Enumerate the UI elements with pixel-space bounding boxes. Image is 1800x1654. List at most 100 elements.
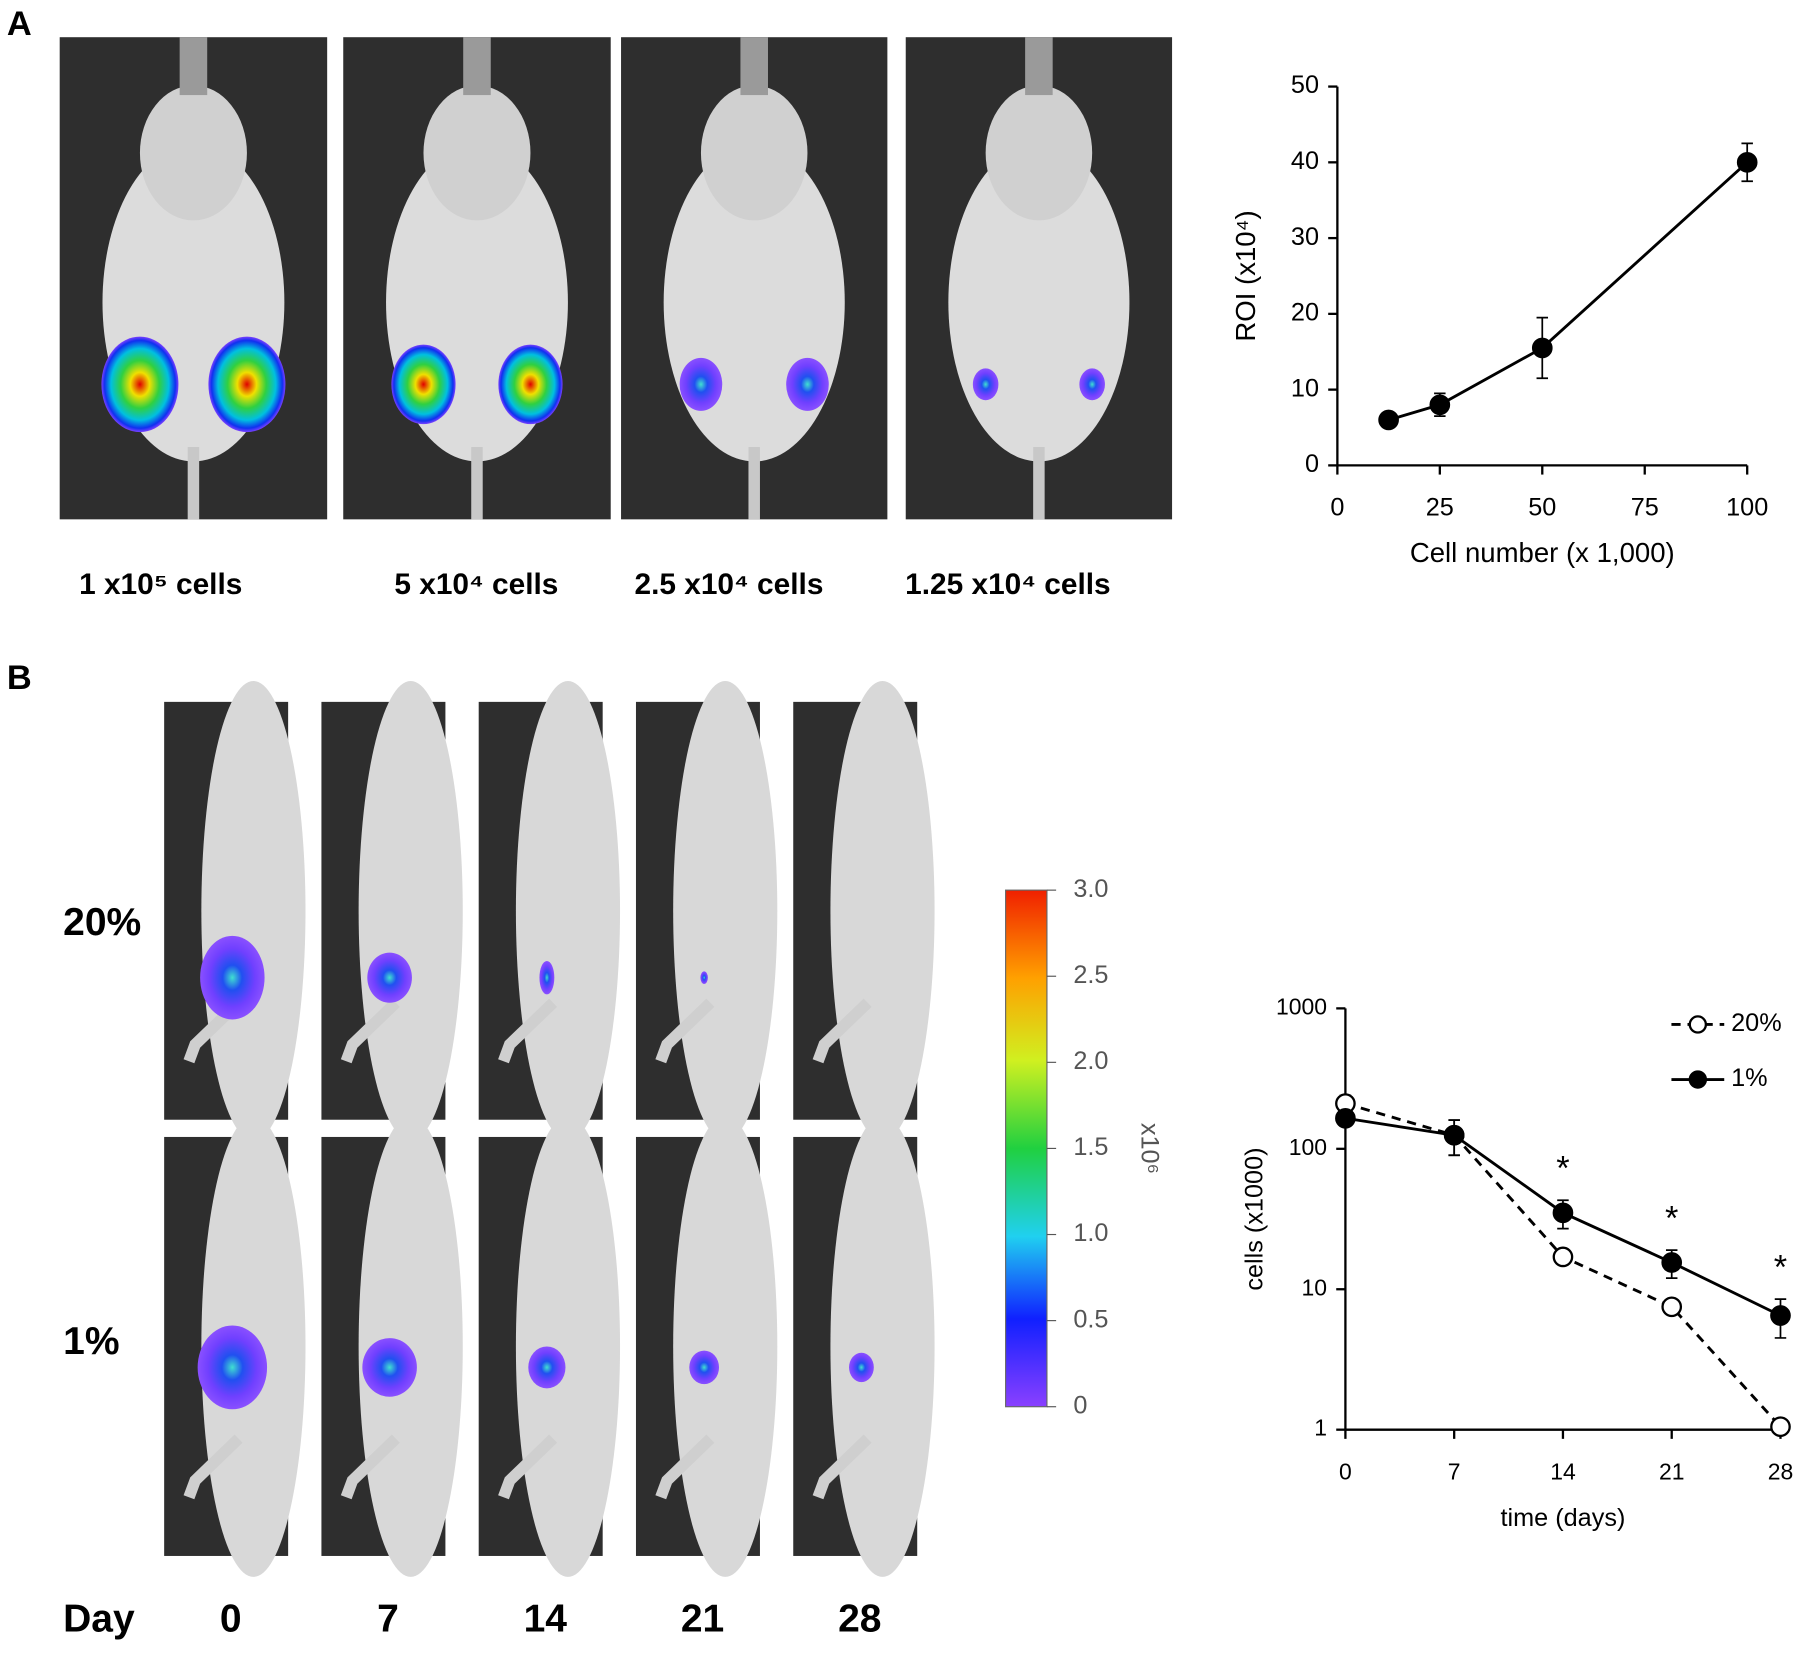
row-label: 1% bbox=[63, 1320, 119, 1363]
caption: 1 x10⁵ cells bbox=[79, 568, 242, 601]
photo bbox=[321, 1115, 463, 1577]
mouse-body bbox=[358, 1115, 463, 1577]
colorbar-label: 1.0 bbox=[1073, 1219, 1108, 1247]
legend-label: 1% bbox=[1731, 1064, 1768, 1092]
point bbox=[1443, 1124, 1465, 1146]
mouse-head bbox=[700, 85, 808, 221]
point bbox=[1378, 409, 1399, 431]
caption: 2.5 x10⁴ cells bbox=[635, 568, 824, 601]
signal bbox=[528, 1346, 566, 1389]
colorbar-label: 0.5 bbox=[1073, 1305, 1108, 1333]
point bbox=[1552, 1202, 1574, 1224]
colorbar-label: 2.5 bbox=[1073, 961, 1108, 989]
mouse-head bbox=[985, 85, 1093, 221]
photo bbox=[343, 37, 611, 520]
colorbar-label: 1.5 bbox=[1073, 1133, 1108, 1161]
mouse-tail bbox=[1033, 447, 1045, 520]
point bbox=[1770, 1416, 1791, 1438]
x-tick-label: 0 bbox=[1330, 494, 1344, 522]
x-tick-label: 100 bbox=[1726, 494, 1768, 522]
point bbox=[1429, 394, 1451, 416]
signal bbox=[200, 935, 265, 1020]
mouse-leg bbox=[812, 1434, 872, 1500]
signal bbox=[539, 960, 555, 995]
y-tick-label: 1000 bbox=[1276, 993, 1327, 1019]
nose-cone bbox=[740, 37, 768, 96]
mouse-leg bbox=[498, 998, 558, 1064]
photo bbox=[478, 1115, 621, 1577]
annotation: * bbox=[1556, 1150, 1569, 1188]
signal bbox=[786, 357, 829, 411]
point bbox=[1770, 1305, 1791, 1326]
legend-label: 20% bbox=[1731, 1009, 1782, 1037]
mouse-head bbox=[423, 85, 531, 221]
point bbox=[1531, 337, 1553, 359]
photos bbox=[59, 37, 1173, 1577]
legend-marker bbox=[1688, 1015, 1708, 1034]
photo bbox=[621, 37, 888, 520]
x-axis-label: time (days) bbox=[1501, 1504, 1626, 1532]
mouse-body bbox=[515, 680, 621, 1141]
photo bbox=[793, 1115, 935, 1577]
nose-cone bbox=[179, 37, 208, 96]
day: 21 bbox=[681, 1598, 724, 1641]
signal bbox=[498, 344, 563, 425]
x-axis-label: Cell number (x 1,000) bbox=[1410, 537, 1675, 568]
photo bbox=[478, 680, 621, 1141]
y-axis-label: cells (x1000) bbox=[1241, 1147, 1269, 1290]
signal bbox=[391, 344, 456, 425]
y-tick-label: 10 bbox=[1291, 374, 1319, 402]
mouse-leg bbox=[655, 998, 715, 1064]
mouse-leg bbox=[340, 1434, 400, 1500]
y-tick-label: 50 bbox=[1291, 71, 1319, 99]
photo bbox=[635, 680, 778, 1141]
colorbar-unit: x10⁶ bbox=[1135, 1123, 1163, 1174]
photo bbox=[793, 680, 935, 1141]
photo bbox=[321, 680, 463, 1141]
photo bbox=[905, 37, 1173, 520]
x-tick-label: 21 bbox=[1659, 1458, 1685, 1484]
mouse-head bbox=[139, 85, 247, 221]
signal bbox=[700, 971, 708, 984]
mouse-leg bbox=[655, 1434, 715, 1500]
y-tick-label: 40 bbox=[1291, 147, 1319, 175]
y-tick-label: 1 bbox=[1314, 1415, 1327, 1441]
annotation: * bbox=[1665, 1199, 1678, 1237]
signal bbox=[197, 1325, 268, 1410]
signal bbox=[679, 357, 723, 411]
nose-cone bbox=[1025, 37, 1053, 96]
y-tick-label: 0 bbox=[1305, 450, 1319, 478]
signal bbox=[972, 368, 999, 401]
colorbar bbox=[1005, 889, 1048, 1408]
chart: 1 10 100 1000 0 7 14 21 28 time (days) cells (x100… bbox=[1241, 993, 1794, 1531]
legend-marker bbox=[1688, 1070, 1708, 1089]
mouse-tail bbox=[471, 447, 483, 520]
mouse-body bbox=[673, 1115, 778, 1577]
photo bbox=[59, 37, 328, 520]
colorbar-label: 3.0 bbox=[1073, 875, 1108, 903]
day: 0 bbox=[220, 1598, 242, 1641]
day: 7 bbox=[377, 1598, 399, 1641]
point bbox=[1552, 1246, 1574, 1268]
mouse-leg bbox=[183, 1434, 243, 1500]
mouse-leg bbox=[498, 1434, 558, 1500]
signal bbox=[1079, 368, 1105, 401]
y-tick-label: 10 bbox=[1302, 1274, 1328, 1300]
y-tick-label: 100 bbox=[1289, 1134, 1327, 1160]
signal bbox=[101, 336, 179, 433]
mouse-leg bbox=[340, 998, 400, 1064]
mouse-body bbox=[201, 680, 306, 1141]
caption: 5 x10⁴ cells bbox=[394, 568, 558, 601]
y-tick-label: 30 bbox=[1291, 223, 1319, 251]
mouse-body bbox=[830, 1115, 935, 1577]
panel-label: B bbox=[7, 659, 32, 697]
signal bbox=[208, 336, 286, 433]
signal bbox=[367, 952, 412, 1003]
row-label: 20% bbox=[63, 901, 141, 944]
x-tick-label: 14 bbox=[1550, 1458, 1576, 1484]
y-tick-label: 20 bbox=[1291, 299, 1319, 327]
point bbox=[1736, 152, 1758, 173]
chart: 0 10 20 30 40 50 0 25 50 75 100 Cell number (x 1,00… bbox=[1230, 71, 1768, 568]
